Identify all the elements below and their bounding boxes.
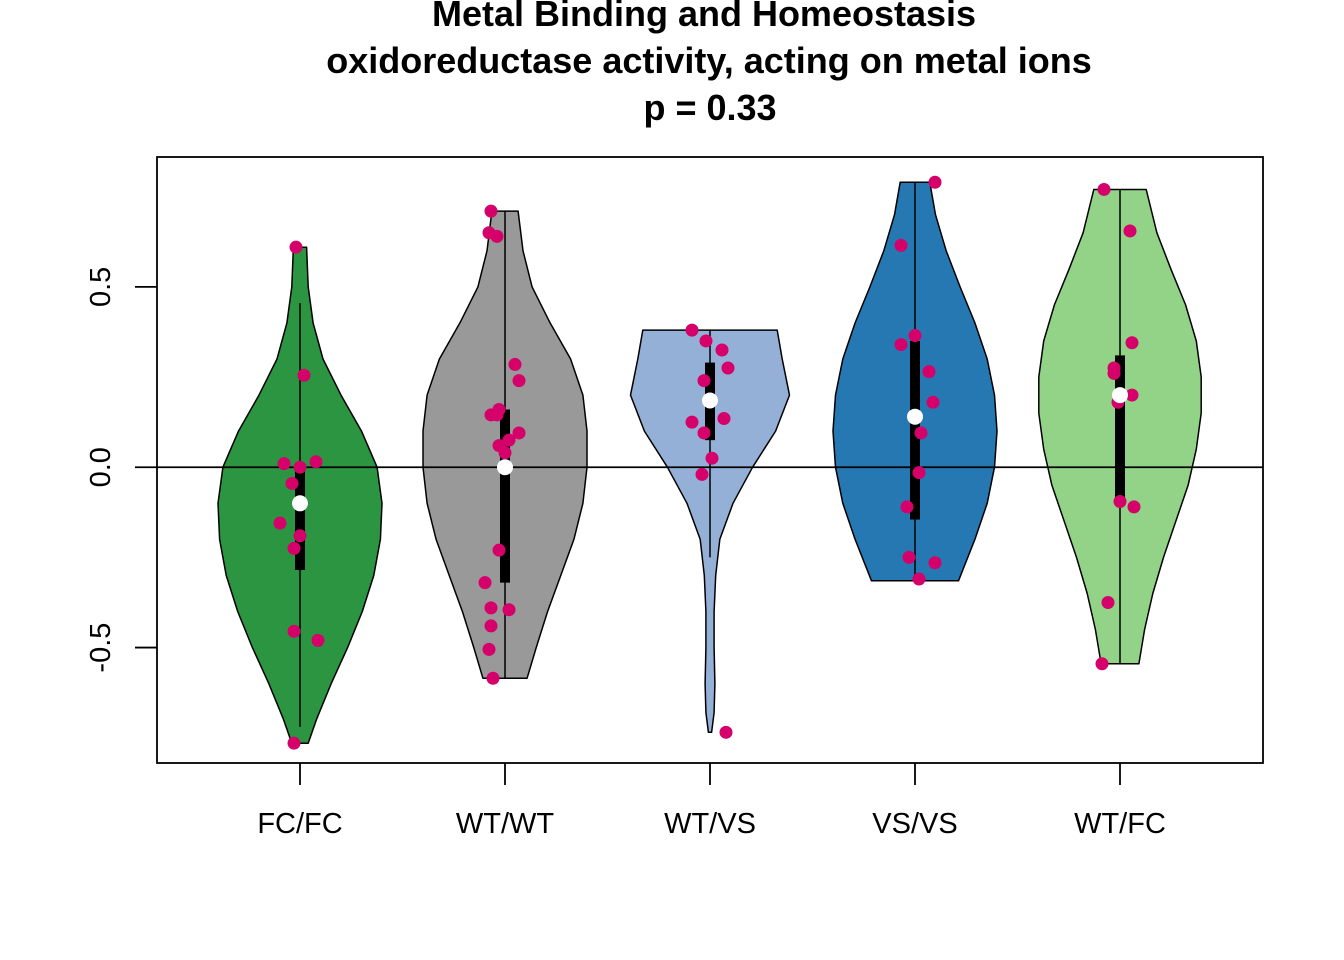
median-layer [292,387,1128,512]
data-point-wt-vs-1 [699,334,713,348]
iqr-box-wt-fc [1115,355,1125,500]
data-point-wt-vs-5 [717,412,731,426]
data-point-wt-wt-16 [502,603,516,617]
data-point-wt-wt-4 [512,374,526,388]
data-point-vs-vs-6 [914,426,928,440]
data-point-wt-wt-9 [502,433,516,447]
data-point-wt-wt-17 [484,619,498,633]
data-point-wt-wt-19 [486,671,500,685]
y-tick-label-2: 0.5 [85,267,117,307]
data-point-wt-vs-4 [697,374,711,388]
data-point-wt-wt-14 [478,576,492,590]
data-point-vs-vs-2 [908,329,922,343]
data-point-vs-vs-8 [900,500,914,514]
data-point-wt-vs-2 [715,343,729,357]
data-point-wt-vs-10 [719,725,733,739]
data-point-wt-fc-0 [1097,182,1111,196]
data-point-wt-wt-13 [492,543,506,557]
data-point-wt-wt-7 [490,408,504,422]
data-point-wt-fc-10 [1095,657,1109,671]
iqr-box-fc-fc [295,467,305,571]
x-tick-label-wt-fc: WT/FC [1074,808,1166,840]
data-point-wt-fc-4 [1107,366,1121,380]
data-point-vs-vs-0 [928,175,942,189]
data-point-fc-fc-6 [273,516,287,530]
data-point-wt-wt-18 [482,642,496,656]
x-tick-label-fc-fc: FC/FC [257,808,342,840]
y-tick-label-0: -0.5 [85,623,117,673]
title-line-1: Metal Binding and Homeostasis [432,0,976,34]
data-point-wt-fc-1 [1123,224,1137,238]
data-point-vs-vs-4 [922,365,936,379]
data-point-wt-vs-7 [697,426,711,440]
data-point-wt-fc-7 [1113,494,1127,508]
x-tick-label-wt-vs: WT/VS [664,808,756,840]
median-marker-wt-wt [497,459,513,476]
median-marker-fc-fc [292,495,308,512]
data-point-vs-vs-11 [912,572,926,586]
data-point-wt-wt-15 [484,601,498,615]
iqr-box-vs-vs [910,340,920,520]
data-point-wt-fc-5 [1125,388,1139,402]
title-line-2: oxidoreductase activity, acting on metal… [326,40,1092,81]
data-point-wt-fc-2 [1125,336,1139,350]
data-point-wt-wt-2 [490,229,504,243]
data-point-wt-vs-0 [685,323,699,337]
data-point-wt-wt-8 [512,426,526,440]
data-point-wt-wt-11 [498,446,512,460]
data-point-wt-fc-8 [1127,500,1141,514]
median-marker-wt-fc [1112,387,1128,404]
data-point-fc-fc-2 [277,457,291,471]
data-point-wt-fc-9 [1101,595,1115,609]
median-marker-vs-vs [907,408,923,425]
data-point-fc-fc-11 [287,736,301,750]
data-point-wt-vs-8 [705,451,719,465]
data-point-fc-fc-1 [297,368,311,382]
data-point-vs-vs-10 [928,556,942,570]
data-point-vs-vs-1 [894,238,908,252]
data-point-fc-fc-9 [287,624,301,638]
axes-layer: FC/FC WT/WT WT/VS VS/VS WT/FC -0.5 0.0 0.5 [85,267,1166,840]
x-tick-label-wt-wt: WT/WT [456,808,555,840]
data-point-vs-vs-5 [926,395,940,409]
data-point-wt-wt-0 [484,204,498,218]
data-point-fc-fc-3 [309,455,323,469]
data-point-vs-vs-9 [902,550,916,564]
data-point-fc-fc-7 [293,529,307,543]
data-point-fc-fc-4 [293,460,307,474]
data-point-fc-fc-10 [311,633,325,647]
median-marker-wt-vs [702,392,718,409]
y-tick-label-1: 0.0 [85,447,117,487]
iqr-box-wt-wt [500,409,510,583]
title-line-3: p = 0.33 [643,87,776,128]
data-point-wt-vs-6 [685,415,699,429]
data-point-wt-vs-9 [695,467,709,481]
data-point-wt-wt-3 [508,357,522,371]
data-point-vs-vs-7 [912,466,926,480]
data-point-wt-vs-3 [721,361,735,375]
data-point-fc-fc-5 [285,476,299,490]
chart-title: Metal Binding and Homeostasis oxidoreduc… [326,0,1092,128]
data-point-vs-vs-3 [894,338,908,352]
x-tick-label-vs-vs: VS/VS [872,808,957,840]
data-point-fc-fc-0 [289,240,303,254]
data-point-fc-fc-8 [287,541,301,555]
